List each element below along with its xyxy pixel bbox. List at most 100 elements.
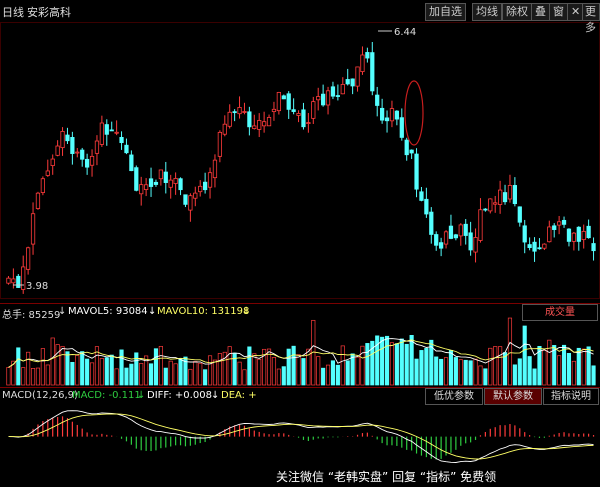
volume-bar <box>35 367 41 386</box>
volume-bar <box>488 347 493 386</box>
candle <box>517 206 522 227</box>
candle <box>193 186 198 207</box>
candle <box>483 208 488 212</box>
candle-body <box>522 225 527 243</box>
candle-body <box>134 167 139 191</box>
volume-bar <box>316 356 321 386</box>
candle-body <box>26 247 31 270</box>
candle <box>493 195 498 213</box>
overlay-button[interactable]: 叠 <box>531 3 550 21</box>
add-watchlist-button[interactable]: 加自选 <box>425 3 466 21</box>
volume-bar <box>266 348 272 386</box>
candle-body <box>419 191 424 201</box>
candle <box>507 174 513 203</box>
candle <box>262 111 267 133</box>
candle-body <box>217 131 222 157</box>
candle-body <box>207 172 213 188</box>
volume-bar <box>414 358 419 386</box>
candle <box>134 165 139 192</box>
candle-body <box>30 213 36 245</box>
candle <box>139 176 144 206</box>
volume-bar <box>109 354 114 386</box>
candle-body <box>198 185 203 193</box>
candle-body <box>365 52 370 59</box>
candle-body <box>316 96 321 101</box>
candle <box>271 101 277 121</box>
ex-rights-button[interactable]: 除权 <box>502 3 532 21</box>
candle-body <box>547 226 552 243</box>
volume-total-label: 总手: 85259 <box>2 310 61 321</box>
candle-body <box>409 149 414 154</box>
candle-body <box>399 117 404 138</box>
candle-body <box>537 247 542 250</box>
volume-bar <box>532 368 537 386</box>
volume-bar <box>94 346 100 386</box>
close-icon[interactable]: ✕ <box>567 3 585 21</box>
candle-body <box>35 192 41 209</box>
candle-body <box>65 134 70 142</box>
volume-bar <box>158 346 163 386</box>
volume-bar <box>429 339 434 386</box>
volume-bar <box>129 363 134 386</box>
volume-bar <box>380 336 385 386</box>
volume-bar <box>252 353 257 386</box>
volume-bar <box>478 365 483 386</box>
candle <box>257 113 262 138</box>
candle <box>301 102 306 130</box>
volume-bar <box>360 345 365 386</box>
candle-body <box>434 234 439 246</box>
volume-bar <box>21 367 26 386</box>
volume-bar <box>40 348 45 386</box>
candle-body <box>114 131 119 134</box>
volume-bar <box>473 358 478 386</box>
candle <box>276 91 281 115</box>
candle <box>557 215 562 235</box>
volume-bar <box>271 357 277 386</box>
candle <box>232 109 237 122</box>
indicator-help-button[interactable]: 指标说明 <box>543 388 599 405</box>
volume-bar <box>409 335 414 386</box>
candle <box>252 114 257 130</box>
candle-body <box>286 93 291 110</box>
volume-bar <box>124 367 129 386</box>
candle-body <box>301 109 306 128</box>
candle <box>266 114 272 127</box>
volume-bar <box>419 350 424 386</box>
volume-bar <box>193 361 198 386</box>
volume-bar <box>537 345 542 386</box>
candle-body <box>257 120 262 130</box>
volume-bar <box>443 357 449 386</box>
volume-indicator-button[interactable]: 成交量 <box>522 304 598 321</box>
volume-bar <box>517 358 522 386</box>
candle-body <box>542 243 547 249</box>
volume-bar <box>547 339 552 386</box>
candle-body <box>498 189 503 205</box>
candle <box>158 169 163 186</box>
candle-body <box>163 171 168 183</box>
window-button[interactable]: 窗 <box>549 3 568 21</box>
volume-bar <box>242 369 247 386</box>
candle-body <box>276 92 281 112</box>
candle <box>198 180 203 197</box>
default-params-button[interactable]: 默认参数 <box>484 388 542 405</box>
high-price-label: 6.44 <box>394 27 416 38</box>
candle <box>542 243 547 251</box>
more-button[interactable]: 更多 <box>582 3 600 34</box>
candle-body <box>222 123 227 135</box>
price-candles <box>6 42 596 294</box>
candle <box>247 106 252 136</box>
mavol10-line <box>8 339 594 368</box>
candle <box>296 110 301 123</box>
optimize-params-button[interactable]: 低优参数 <box>425 388 483 405</box>
candle <box>85 153 90 175</box>
candle <box>404 137 409 161</box>
candle-body <box>139 184 144 195</box>
candle-body <box>424 198 429 215</box>
candle-body <box>360 54 365 73</box>
volume-bar <box>89 362 95 386</box>
candle <box>586 219 591 239</box>
candle <box>355 66 360 92</box>
candle <box>576 226 581 251</box>
ma-button[interactable]: 均线 <box>472 3 502 21</box>
volume-bar <box>26 351 31 386</box>
